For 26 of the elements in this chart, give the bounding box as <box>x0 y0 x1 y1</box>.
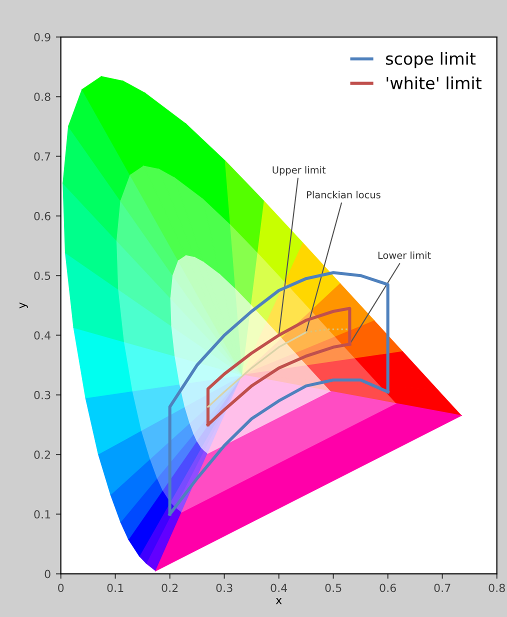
x-tick-label: 0.4 <box>270 584 288 592</box>
x-tick-label: 0 <box>58 584 64 592</box>
x-tick-label: 0.1 <box>107 584 124 592</box>
y-tick-label: 0.5 <box>34 272 50 280</box>
legend-label: scope limit <box>386 52 476 68</box>
y-axis-title: y <box>20 302 28 308</box>
annotation: Lower limit <box>378 251 431 259</box>
y-tick-label: 0.2 <box>34 450 50 459</box>
y-tick-label: 0.9 <box>34 32 50 42</box>
annotation: Upper limit <box>272 166 326 176</box>
legend-label: 'white' limit <box>386 76 482 90</box>
x-tick-label: 0.3 <box>216 584 232 592</box>
y-tick-label: 0.7 <box>34 152 50 161</box>
x-tick-label: 0.2 <box>162 584 178 592</box>
y-tick-label: 0.4 <box>34 331 50 340</box>
y-tick-label: 0.8 <box>34 92 50 102</box>
annotation: Planckian locus <box>307 190 380 198</box>
y-tick-label: 0.3 <box>34 390 50 400</box>
y-tick-label: 0.1 <box>34 510 50 519</box>
x-tick-label: 0.5 <box>325 584 342 592</box>
x-tick-label: 0.6 <box>380 584 396 592</box>
y-tick-label: 0.6 <box>34 212 50 220</box>
x-axis-title: x <box>276 598 282 604</box>
x-tick-label: 0.7 <box>434 584 450 592</box>
y-tick-label: 0 <box>44 570 50 578</box>
x-tick-label: 0.8 <box>488 584 505 592</box>
